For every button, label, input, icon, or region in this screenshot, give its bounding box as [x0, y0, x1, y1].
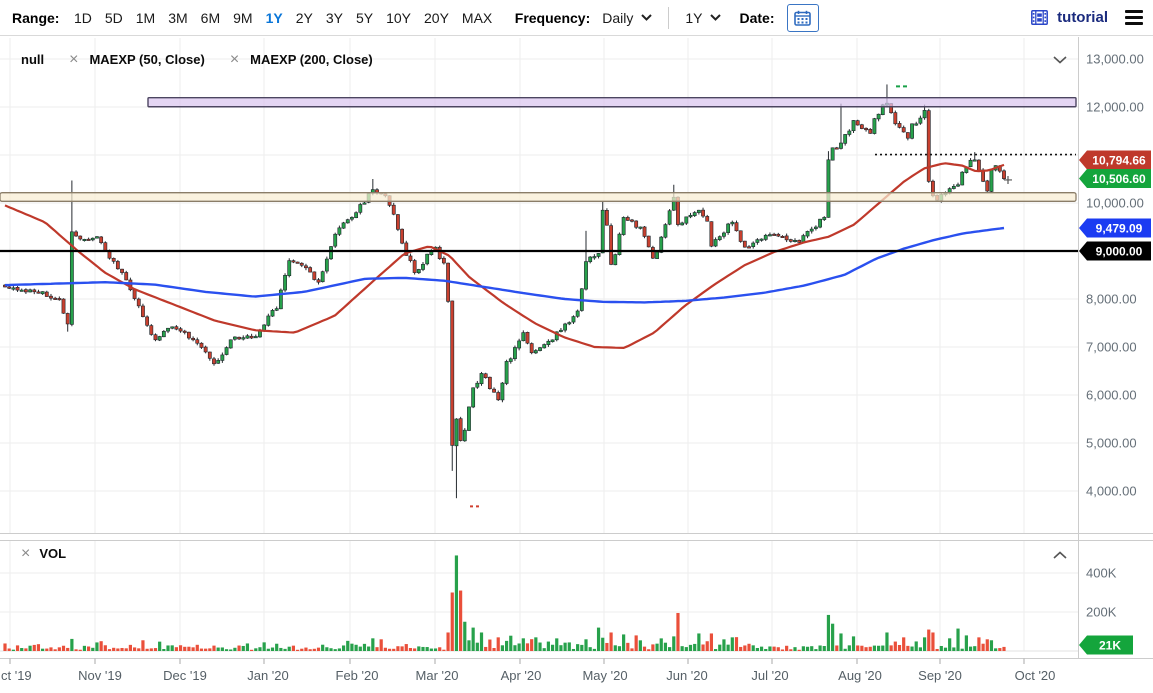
price-axis-label: 10,000.00 [1086, 196, 1144, 211]
date-picker-button[interactable] [786, 3, 819, 32]
price-axis-label: 12,000.00 [1086, 100, 1144, 115]
volume-legend: × VOL [21, 544, 67, 562]
svg-text:9,000.00: 9,000.00 [1096, 244, 1143, 258]
chevron-down-icon [641, 14, 653, 21]
range-option-1m[interactable]: 1M [135, 9, 156, 26]
candlestick-series [3, 84, 1006, 499]
chart-area: 13,000.0012,000.0011,000.0010,000.009,00… [0, 37, 1153, 693]
resistance-band-purple[interactable] [147, 96, 1077, 108]
period-value: 1Y [685, 9, 703, 26]
price-axis-badges: 10,794.66 10,506.60 9,479.09 9,000.00 [1079, 150, 1151, 261]
date-label: Date: [739, 9, 775, 26]
range-option-9m[interactable]: 9M [233, 9, 253, 26]
drawing-annotations[interactable] [0, 85, 1078, 508]
series-label: null [21, 52, 45, 67]
volume-remove-icon[interactable]: × [21, 544, 31, 562]
time-axis-label: Oct '20 [1015, 668, 1056, 683]
svg-text:10,506.60: 10,506.60 [1092, 172, 1146, 186]
svg-text:9,479.09: 9,479.09 [1096, 221, 1143, 235]
ma50-value-badge [1079, 150, 1151, 170]
time-axis-label: Aug '20 [838, 668, 882, 683]
range-option-10y[interactable]: 10Y [386, 9, 411, 26]
range-option-1d[interactable]: 1D [73, 9, 92, 26]
price-axis-label: 5,000.00 [1086, 436, 1137, 451]
chart-legend: null × MAEXP (50, Close) × MAEXP (200, C… [21, 50, 373, 68]
range-option-2y[interactable]: 2Y [295, 9, 313, 26]
time-axis-label: Jul '20 [751, 668, 788, 683]
price-axis-label: 8,000.00 [1086, 292, 1137, 307]
volume-axis-badge: 21K [1079, 635, 1133, 655]
time-axis-label: Dec '19 [163, 668, 207, 683]
last-price-badge [1079, 169, 1151, 188]
range-options: 1D 5D 1M 3M 6M 9M 1Y 2Y 3Y 5Y 10Y 20Y MAX [67, 10, 498, 26]
frequency-dropdown[interactable]: Daily [598, 8, 656, 28]
cross-marker [1004, 175, 1012, 184]
period-dropdown[interactable]: 1Y [681, 8, 725, 28]
ma50-remove-icon[interactable]: × [69, 50, 79, 68]
tutorial-link[interactable]: tutorial [1057, 9, 1108, 26]
time-axis-label: Jan '20 [247, 668, 289, 683]
price-axis[interactable]: 13,000.0012,000.0011,000.0010,000.009,00… [1086, 52, 1144, 499]
last-volume-badge [1079, 635, 1133, 655]
frequency-label: Frequency: [514, 9, 591, 26]
grid-lines [0, 38, 1078, 652]
time-axis-label: ct '19 [1, 668, 32, 683]
price-axis-label: 4,000.00 [1086, 484, 1137, 499]
time-axis-label: Nov '19 [78, 668, 122, 683]
time-axis-label: Mar '20 [416, 668, 459, 683]
price-axis-label: 13,000.00 [1086, 52, 1144, 67]
ma200-label: MAEXP (200, Close) [250, 52, 373, 67]
ma200-line [4, 226, 1005, 304]
range-option-6m[interactable]: 6M [200, 9, 221, 26]
volume-axis-label: 400K [1086, 566, 1117, 581]
range-option-20y[interactable]: 20Y [424, 9, 449, 26]
chevron-down-icon [710, 14, 722, 21]
range-option-3y[interactable]: 3Y [325, 9, 343, 26]
level-line-badge [1079, 241, 1151, 261]
panel-frame [0, 37, 1153, 659]
toolbar-divider [668, 6, 670, 29]
svg-text:10,794.66: 10,794.66 [1092, 153, 1146, 167]
frequency-value: Daily [602, 9, 634, 26]
time-axis-label: Feb '20 [336, 668, 379, 683]
time-axis-label: Sep '20 [918, 668, 962, 683]
time-axis-label: Apr '20 [501, 668, 542, 683]
price-axis-label: 7,000.00 [1086, 340, 1137, 355]
time-axis[interactable]: ct '19 Nov '19 Dec '19 Jan '20 Feb '20 Mar '2… [1, 658, 1056, 684]
range-option-1y[interactable]: 1Y [265, 9, 283, 26]
menu-icon[interactable] [1125, 9, 1143, 26]
range-option-5d[interactable]: 5D [104, 9, 123, 26]
calendar-icon [794, 10, 811, 26]
range-option-3m[interactable]: 3M [168, 9, 188, 26]
svg-text:21K: 21K [1099, 638, 1121, 652]
ma50-label: MAEXP (50, Close) [89, 52, 205, 67]
range-option-5y[interactable]: 5Y [355, 9, 374, 26]
chart-canvas[interactable]: 13,000.0012,000.0011,000.0010,000.009,00… [0, 37, 1153, 693]
ma200-remove-icon[interactable]: × [229, 50, 240, 68]
volume-axis-label: 200K [1086, 605, 1117, 620]
range-option-max[interactable]: MAX [461, 9, 493, 26]
ma50-line [4, 162, 1005, 350]
film-icon [1031, 10, 1049, 25]
volume-series [3, 555, 1006, 651]
support-band-tan[interactable] [0, 192, 1077, 202]
range-label: Range: [12, 9, 60, 26]
time-axis-label: Jun '20 [666, 668, 708, 683]
time-axis-label: May '20 [582, 668, 627, 683]
volume-label: VOL [39, 546, 67, 561]
collapse-main-panel-icon[interactable] [1047, 51, 1073, 69]
expand-volume-panel-icon[interactable] [1047, 546, 1073, 564]
volume-axis[interactable]: 400K 200K [1086, 566, 1117, 620]
ma200-value-badge [1079, 218, 1151, 238]
price-axis-label: 6,000.00 [1086, 388, 1137, 403]
toolbar: Range: 1D 5D 1M 3M 6M 9M 1Y 2Y 3Y 5Y 10Y 20Y MAX Fre… [0, 0, 1153, 36]
